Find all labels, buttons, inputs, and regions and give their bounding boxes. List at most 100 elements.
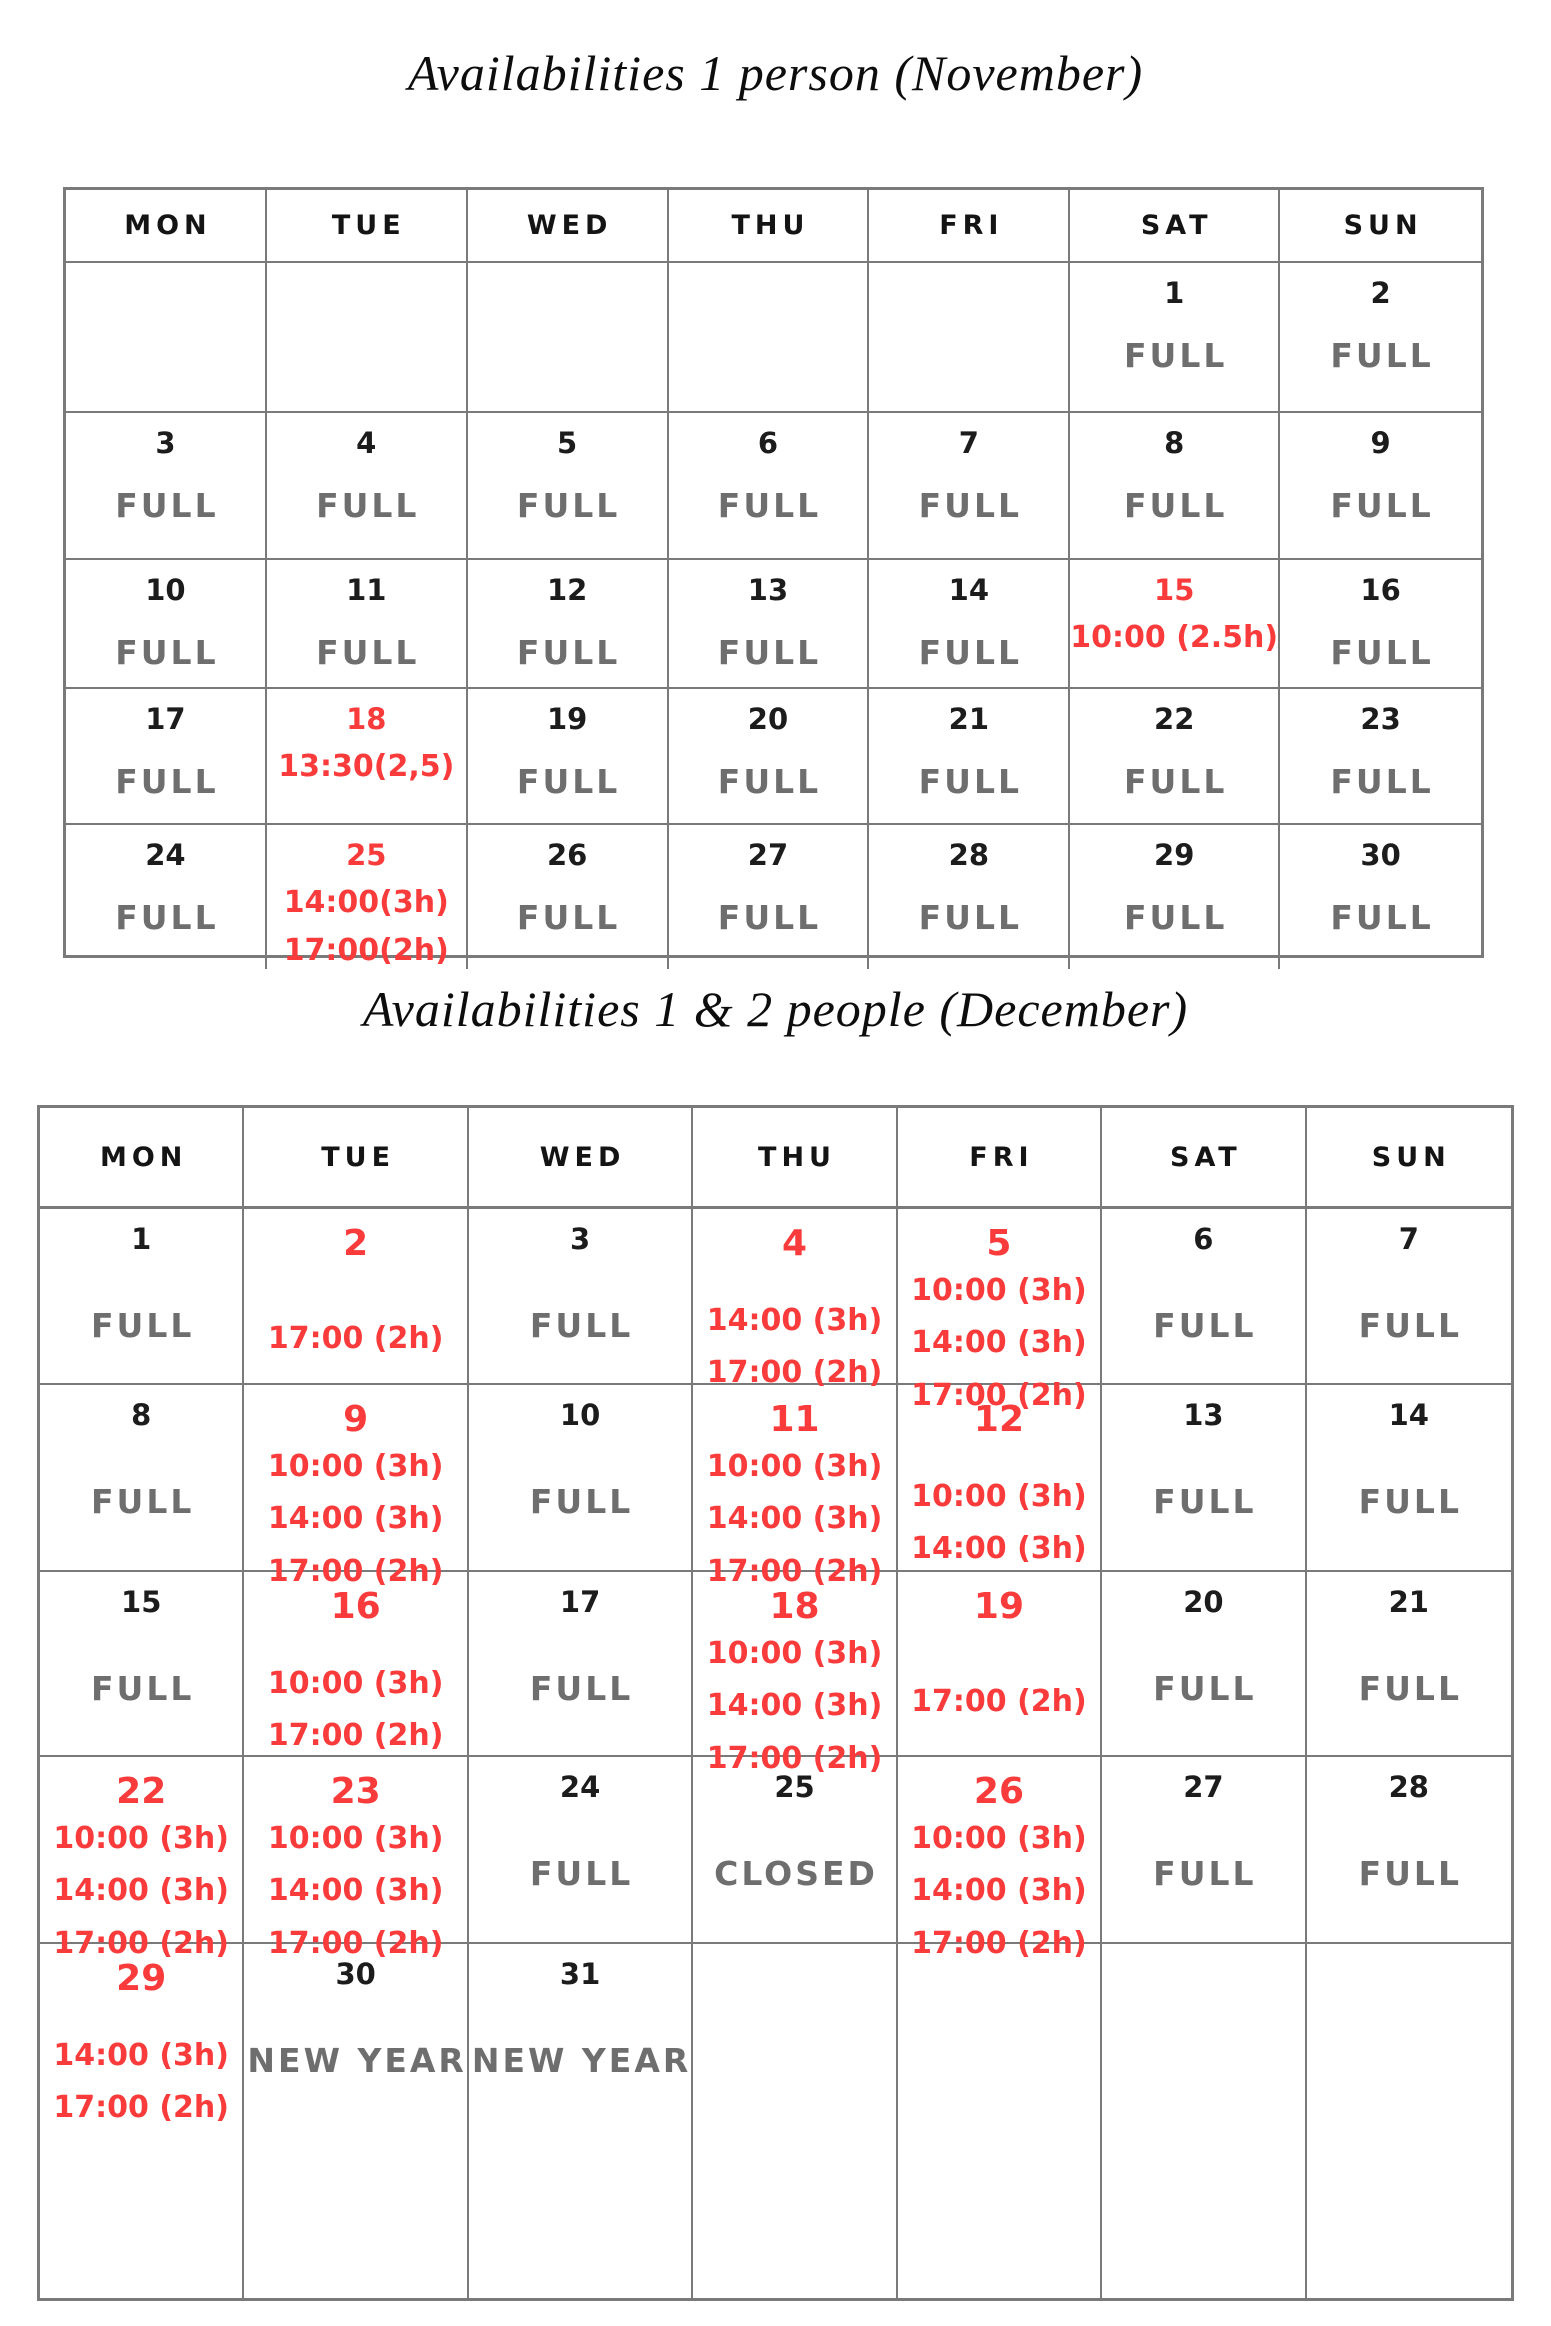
time-slot: 10:00 (3h) [706, 1448, 883, 1484]
cell-lines: FULL [1327, 899, 1433, 936]
day-number: 4 [781, 1223, 808, 1264]
calendar-cell: 8 FULL [1070, 413, 1281, 560]
calendar-cell [266, 263, 468, 413]
weekday-header-fri: FRI [869, 190, 1071, 263]
calendar-cell [66, 263, 267, 413]
cell-lines: FULL [1327, 763, 1433, 800]
calendar-cell: 20 FULL [668, 689, 870, 825]
status-label: CLOSED [714, 1853, 878, 1893]
day-number: 23 [330, 1771, 381, 1812]
calendar-cell: 11 FULL [266, 560, 468, 689]
day-number: 8 [1164, 426, 1185, 460]
cell-lines: FULL [527, 1307, 633, 1344]
cell-lines: FULL [1356, 1670, 1462, 1707]
status-label: FULL [529, 1481, 634, 1521]
calendar-cell: 24 FULL [66, 825, 267, 969]
day-number: 28 [948, 838, 990, 872]
day-number: 20 [747, 702, 789, 736]
status-label: FULL [918, 485, 1023, 525]
status-label: FULL [1153, 1668, 1257, 1708]
cell-lines: FULL [715, 485, 822, 525]
day-number: 1 [1164, 276, 1185, 310]
day-number: 29 [1154, 838, 1195, 872]
status-label: FULL [91, 1305, 195, 1345]
day-number: 21 [948, 702, 990, 736]
calendar-cell: 17 FULL [66, 689, 267, 825]
cell-lines: 14:00 (3h) 17:00 (2h) [707, 1303, 883, 1391]
day-number: 13 [1183, 1398, 1224, 1432]
time-slot: 17:00 (2h) [911, 1683, 1087, 1719]
calendar-cell: 4 FULL [266, 413, 468, 560]
day-number: 22 [116, 1771, 167, 1812]
status-label: FULL [1124, 761, 1228, 801]
day-number: 23 [1360, 702, 1401, 736]
status-label: FULL [1358, 1481, 1462, 1521]
calendar-cell: 31 NEW YEAR [469, 1944, 694, 2298]
time-slot: 10:00 (3h) [267, 1665, 444, 1701]
day-number: 17 [559, 1585, 601, 1619]
calendar-cell: 13 FULL [668, 560, 870, 689]
status-label: NEW YEAR [471, 2040, 692, 2080]
cell-lines: NEW YEAR [244, 2040, 467, 2080]
cell-lines: 10:00 (3h) 14:00 (3h) 17:00 (2h) [267, 1821, 444, 1962]
cell-lines: FULL [916, 899, 1022, 936]
calendar-cell: 29 14:00 (3h) 17:00 (2h) [40, 1944, 245, 2298]
calendar-cell: 8 FULL [40, 1385, 245, 1572]
day-number: 14 [948, 573, 990, 607]
cell-lines: FULL [112, 634, 218, 671]
calendar-cell: 6 FULL [668, 413, 870, 560]
time-slot: 14:00 (3h) [267, 1873, 444, 1909]
cell-lines: 17:00 (2h) [911, 1683, 1087, 1720]
time-slot: 10:00 (3h) [53, 1820, 229, 1856]
weekday-header-mon: MON [40, 1108, 245, 1209]
day-number: 13 [747, 573, 789, 607]
status-label: FULL [717, 485, 822, 525]
cell-lines: 10:00 (3h) 14:00 (3h) [911, 1479, 1087, 1567]
calendar-cell: 28 FULL [869, 825, 1071, 969]
cell-lines: 13:30(2,5) [278, 749, 454, 785]
cell-lines: FULL [1121, 337, 1227, 374]
cell-lines: 10:00 (3h) 14:00 (3h) 17:00 (2h) [53, 1820, 229, 1962]
calendar-cell: 14 FULL [1306, 1385, 1511, 1572]
status-label: FULL [115, 897, 219, 937]
cell-lines: 10:00 (3h) 17:00 (2h) [267, 1665, 444, 1754]
cell-lines: 10:00 (3h) 14:00 (3h) 17:00 (2h) [267, 1448, 444, 1590]
calendar-cell: 12 10:00 (3h) 14:00 (3h) [897, 1385, 1103, 1572]
cell-lines: FULL [715, 763, 821, 800]
time-slot: 17:00 (2h) [911, 1925, 1087, 1961]
cell-lines: FULL [88, 1305, 195, 1345]
status-label: FULL [316, 485, 420, 525]
weekday-header-thu: THU [693, 1108, 898, 1209]
calendar-cell [1102, 1944, 1307, 2298]
day-number: 12 [546, 573, 588, 607]
time-slot: 17:00 (2h) [706, 1740, 883, 1776]
calendar-cell: 7 FULL [1306, 1209, 1511, 1385]
calendar-cell [693, 1944, 898, 2298]
cell-lines: FULL [514, 634, 620, 671]
status-label: FULL [1153, 1853, 1257, 1893]
day-number: 26 [973, 1771, 1024, 1812]
time-slot: 17:00 (2h) [267, 1718, 444, 1754]
status-label: NEW YEAR [247, 2040, 467, 2080]
day-number: 10 [559, 1398, 601, 1432]
day-number: 30 [335, 1957, 376, 1991]
calendar-cell: 3 FULL [66, 413, 267, 560]
calendar-cell: 11 10:00 (3h) 14:00 (3h) 17:00 (2h) [693, 1385, 898, 1588]
day-number: 3 [569, 1222, 591, 1256]
calendar-cell: 29 FULL [1070, 825, 1281, 969]
cell-lines: FULL [1121, 487, 1227, 524]
cell-lines: NEW YEAR [469, 2040, 692, 2080]
calendar-cell: 9 FULL [1280, 413, 1481, 560]
cell-lines: FULL [88, 1670, 194, 1707]
status-label: FULL [91, 1481, 195, 1521]
cell-lines: FULL [715, 634, 821, 671]
time-slot: 10:00 (3h) [267, 1448, 444, 1484]
calendar-cell [898, 1944, 1103, 2298]
day-number: 5 [557, 426, 578, 460]
calendar-cell: 30 FULL [1280, 825, 1481, 969]
cell-lines: FULL [514, 899, 620, 936]
day-number: 10 [145, 573, 186, 607]
cell-lines: FULL [1327, 487, 1433, 524]
cell-lines: 10:00 (3h) 14:00 (3h) 17:00 (2h) [706, 1448, 883, 1590]
day-number: 8 [131, 1398, 152, 1432]
